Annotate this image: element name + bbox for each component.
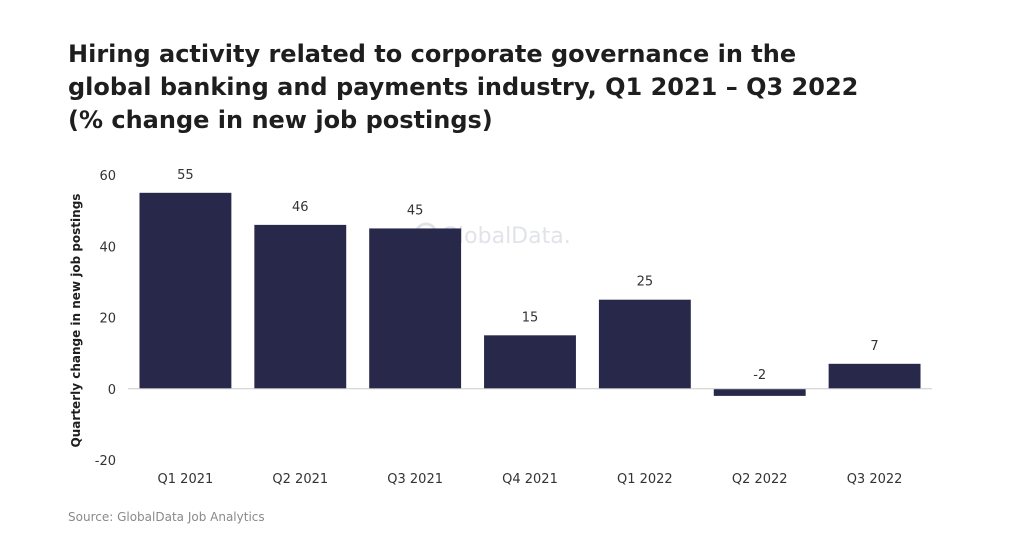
x-tick-label: Q2 2021 (272, 472, 328, 487)
y-axis-label: Quarterly change in new job postings (69, 194, 83, 448)
x-tick-label: Q1 2021 (158, 472, 214, 487)
data-label: 45 (407, 203, 424, 218)
bar (484, 335, 576, 389)
title-line-2: global banking and payments industry, Q1… (68, 73, 859, 101)
data-label: 55 (177, 168, 194, 183)
data-label: 15 (522, 310, 539, 325)
x-tick-label: Q1 2022 (617, 472, 673, 487)
bars: 55 46 45 15 25 -2 7 (139, 168, 921, 396)
chart-title: Hiring activity related to corporate gov… (68, 38, 968, 137)
bar (828, 363, 921, 389)
x-tick-label: Q4 2021 (502, 472, 558, 487)
y-tick-label: 60 (99, 169, 116, 184)
y-tick-label: 20 (99, 312, 116, 327)
bar (369, 228, 462, 389)
title-line-1: Hiring activity related to corporate gov… (68, 40, 797, 68)
watermark-text: GlobalData. (441, 224, 571, 249)
data-label: -2 (753, 368, 766, 383)
data-label: 25 (637, 275, 654, 290)
bar (713, 388, 806, 396)
y-axis: -20 0 20 40 60 (95, 169, 116, 469)
bar (254, 224, 347, 389)
data-label: 7 (870, 339, 878, 354)
x-tick-label: Q3 2021 (387, 472, 443, 487)
title-line-3: (% change in new job postings) (68, 106, 493, 134)
source-note: Source: GlobalData Job Analytics (68, 510, 265, 524)
y-tick-label: -20 (95, 454, 116, 469)
bar (598, 299, 691, 389)
x-tick-label: Q3 2022 (847, 472, 903, 487)
y-tick-label: 40 (99, 240, 116, 255)
data-label: 46 (292, 200, 309, 215)
x-axis: Q1 2021 Q2 2021 Q3 2021 Q4 2021 Q1 2022 Q2 20… (158, 472, 903, 487)
y-tick-label: 0 (108, 383, 116, 398)
x-tick-label: Q2 2022 (732, 472, 788, 487)
bar (139, 192, 232, 389)
